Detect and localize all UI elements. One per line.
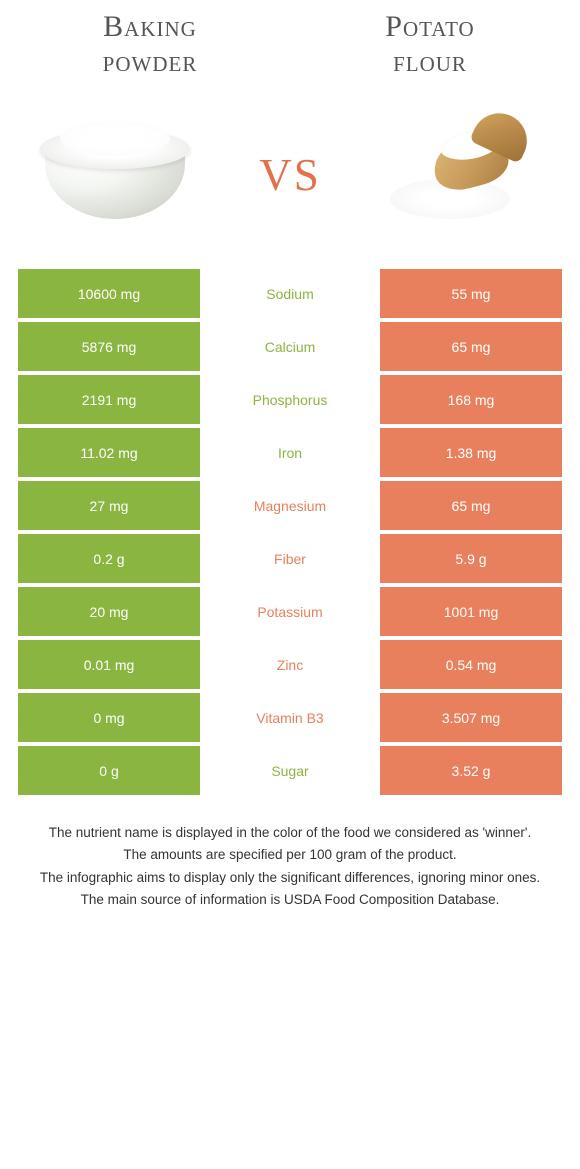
cell-nutrient-label: Zinc [200, 640, 380, 689]
cell-nutrient-label: Sodium [200, 269, 380, 318]
table-row: 0.2 gFiber5.9 g [18, 534, 562, 583]
cell-left-value: 2191 mg [18, 375, 200, 424]
title-left: Baking powder [40, 10, 260, 79]
cell-nutrient-label: Vitamin B3 [200, 693, 380, 742]
nutrient-table: 10600 mgSodium55 mg5876 mgCalcium65 mg21… [18, 269, 562, 795]
cell-nutrient-label: Potassium [200, 587, 380, 636]
images-row: vs [0, 84, 580, 269]
cell-left-value: 0.2 g [18, 534, 200, 583]
vs-label: vs [259, 132, 321, 206]
table-row: 10600 mgSodium55 mg [18, 269, 562, 318]
footnote-line: The infographic aims to display only the… [24, 868, 556, 888]
cell-nutrient-label: Magnesium [200, 481, 380, 530]
footnotes: The nutrient name is displayed in the co… [24, 823, 556, 910]
footnote-line: The main source of information is USDA F… [24, 890, 556, 910]
footnote-line: The amounts are specified per 100 gram o… [24, 845, 556, 865]
cell-left-value: 27 mg [18, 481, 200, 530]
table-row: 11.02 mgIron1.38 mg [18, 428, 562, 477]
cell-right-value: 65 mg [380, 481, 562, 530]
cell-right-value: 1001 mg [380, 587, 562, 636]
title-right: Potato flour [320, 10, 540, 79]
cell-nutrient-label: Fiber [200, 534, 380, 583]
table-row: 27 mgMagnesium65 mg [18, 481, 562, 530]
cell-left-value: 0 mg [18, 693, 200, 742]
cell-nutrient-label: Phosphorus [200, 375, 380, 424]
header: Baking powder Potato flour [0, 0, 580, 84]
cell-left-value: 11.02 mg [18, 428, 200, 477]
cell-right-value: 55 mg [380, 269, 562, 318]
table-row: 0 gSugar3.52 g [18, 746, 562, 795]
cell-left-value: 0.01 mg [18, 640, 200, 689]
cell-nutrient-label: Calcium [200, 322, 380, 371]
cell-left-value: 5876 mg [18, 322, 200, 371]
table-row: 0 mgVitamin B33.507 mg [18, 693, 562, 742]
table-row: 2191 mgPhosphorus168 mg [18, 375, 562, 424]
cell-nutrient-label: Sugar [200, 746, 380, 795]
table-row: 5876 mgCalcium65 mg [18, 322, 562, 371]
cell-right-value: 3.52 g [380, 746, 562, 795]
cell-right-value: 3.507 mg [380, 693, 562, 742]
cell-left-value: 10600 mg [18, 269, 200, 318]
cell-nutrient-label: Iron [200, 428, 380, 477]
food-image-right [370, 89, 560, 249]
table-row: 0.01 mgZinc0.54 mg [18, 640, 562, 689]
cell-right-value: 0.54 mg [380, 640, 562, 689]
footnote-line: The nutrient name is displayed in the co… [24, 823, 556, 843]
cell-left-value: 0 g [18, 746, 200, 795]
table-row: 20 mgPotassium1001 mg [18, 587, 562, 636]
cell-right-value: 168 mg [380, 375, 562, 424]
cell-right-value: 1.38 mg [380, 428, 562, 477]
food-image-left [20, 89, 210, 249]
cell-left-value: 20 mg [18, 587, 200, 636]
cell-right-value: 65 mg [380, 322, 562, 371]
cell-right-value: 5.9 g [380, 534, 562, 583]
